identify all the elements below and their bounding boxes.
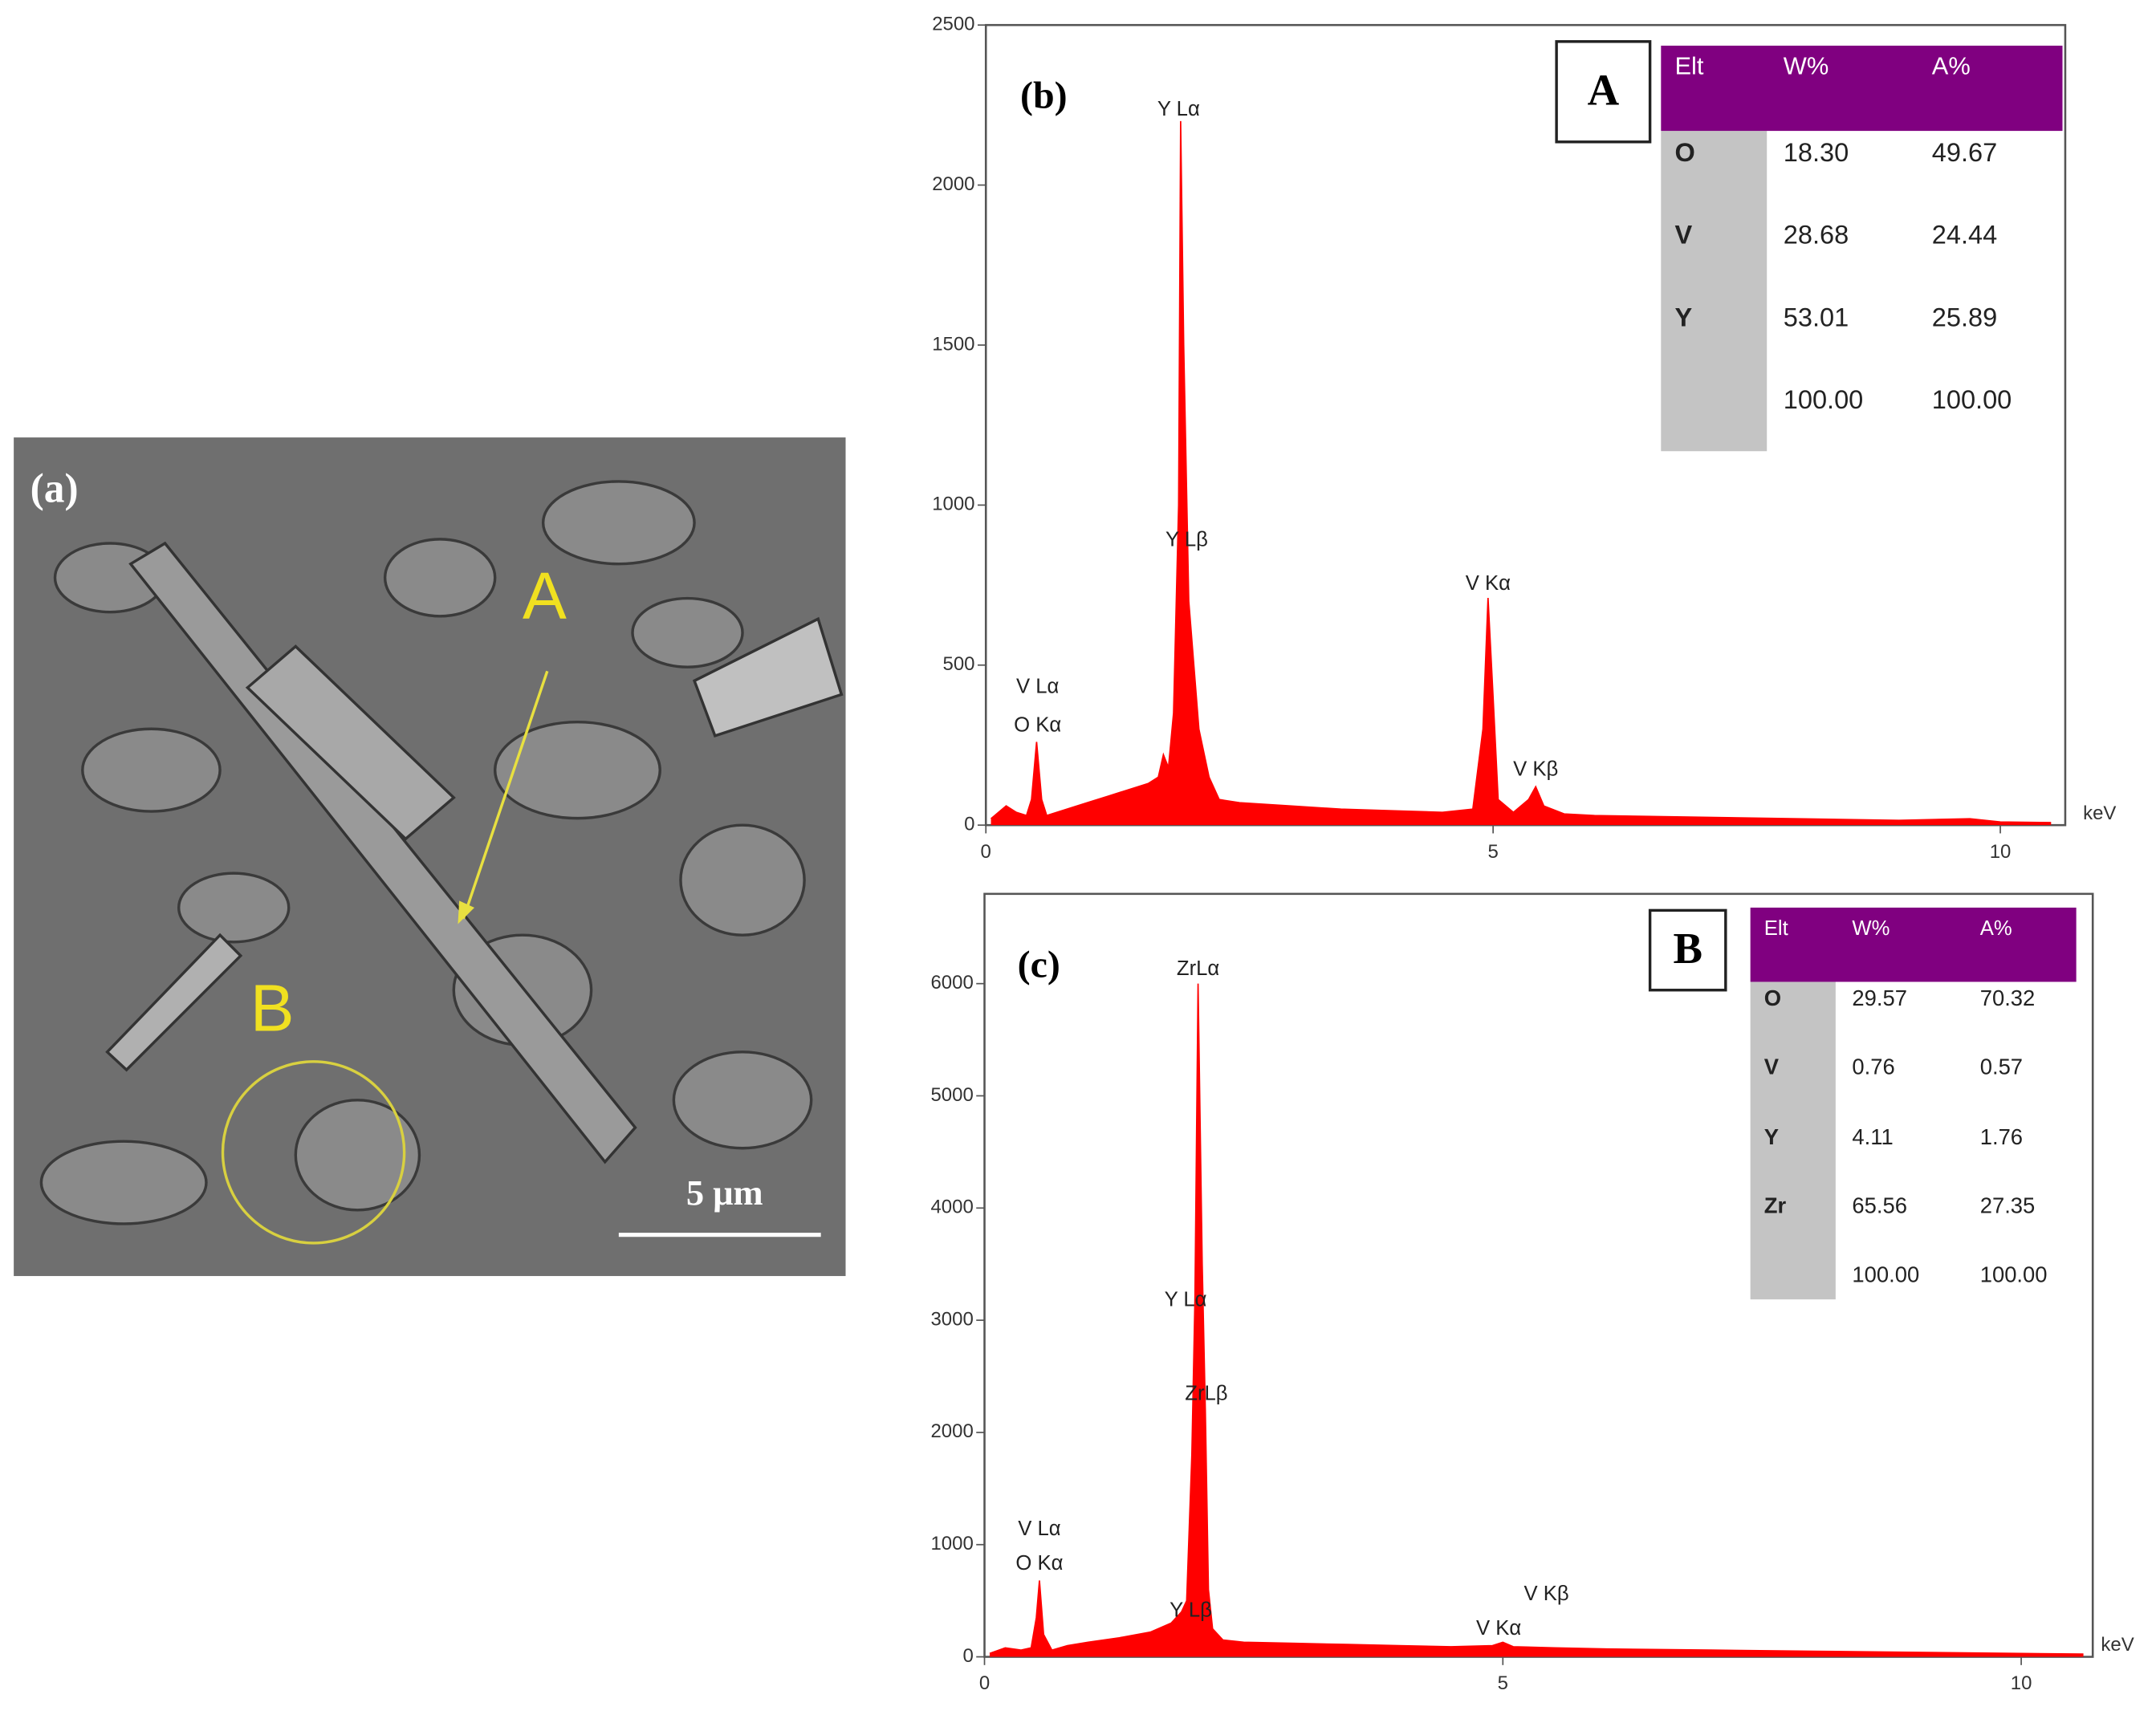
peak-label: Y Lα [1157,98,1200,120]
table-header-bg [1661,45,2063,132]
spectrum-chart: 0 1000 2000 3000 4000 5000 6000 0 5 10 keV (c) ZrLα Y… [930,892,2134,1694]
peak-label: V Kβ [1523,1583,1568,1605]
table-label-box [1648,908,1727,992]
table-cell: 4.11 [1852,1124,1893,1149]
peak-label: V Kβ [1513,758,1558,780]
table-cell: Y [1764,1124,1779,1149]
table-cell: 100.00 [1784,385,1864,414]
table-cell: V [1764,1055,1780,1079]
table-cell: 65.56 [1852,1193,1907,1218]
panel-label: (c) [1018,943,1060,985]
table-cell: 49.67 [1932,138,1997,167]
area-circle [221,1060,406,1245]
x-tick-label: 0 [981,841,991,863]
crystal [105,933,243,1072]
table-header: A% [1980,917,2012,940]
x-tick-label: 10 [1990,841,2012,863]
table-header: Elt [1674,51,1703,79]
table-label: B [1673,924,1702,973]
y-tick-label: 1000 [930,1533,973,1554]
peak-label: O Kα [1015,1552,1063,1575]
crystal [245,644,456,841]
peak-label: V Kα [1476,1617,1521,1640]
area-fill [991,120,2052,826]
table-header: Elt [1764,917,1788,940]
micrograph: (a) A B 5 μm [14,437,846,1277]
peak-label: ZrLβ [1185,1383,1227,1405]
peak-label: Y Lα [1165,1289,1207,1311]
y-tick-label: 1000 [932,494,974,515]
table-column-shade [1750,981,1836,1300]
y-tick-label: 500 [943,653,975,675]
table-header: W% [1784,51,1829,79]
y-tick-label: 2000 [930,1420,973,1442]
spectrum-line [990,120,2052,823]
area-fill [989,983,2084,1657]
table-cell: V [1674,221,1692,250]
table-cell: 70.32 [1980,985,2036,1010]
arrow [462,670,549,920]
table-cell: 0.57 [1980,1055,2023,1079]
table-cell: 28.68 [1784,221,1849,250]
marker-label: A [523,560,567,633]
peak-label: V Lα [1016,675,1060,697]
plot-frame [983,892,2094,1658]
y-tick-label: 0 [964,814,974,835]
table-cell: 24.44 [1932,221,1997,250]
table-cell: 25.89 [1932,303,1997,331]
table-header: A% [1932,51,1971,79]
table-column-shade [1661,131,1768,452]
y-tick-label: 5000 [930,1084,973,1106]
table-header: W% [1852,917,1890,940]
y-tick-label: 6000 [930,972,973,994]
y-tick-label: 1500 [932,333,974,355]
peak-label: ZrLα [1177,957,1220,980]
table-cell: O [1764,985,1781,1010]
y-tick-label: 4000 [930,1197,973,1218]
plot-frame [984,23,2067,827]
table-cell: 53.01 [1784,303,1849,331]
table-cell: 100.00 [1932,385,2012,414]
marker-label: B [250,973,295,1046]
y-tick-label: 3000 [930,1308,973,1330]
x-tick-label: 0 [979,1672,990,1694]
table-cell: 18.30 [1784,138,1849,167]
peak-label: Y Lβ [1165,528,1208,551]
table-cell: 29.57 [1852,985,1907,1010]
y-tick-label: 2500 [932,14,974,35]
panel-label: (a) [31,465,79,511]
y-tick-label: 0 [962,1645,973,1667]
table-cell: Y [1674,303,1692,331]
x-tick-label: 10 [2011,1672,2032,1694]
peak-label: V Kα [1466,572,1511,595]
scale-label: 5 μm [686,1172,763,1213]
arrow-head [458,900,474,924]
x-tick-label: 5 [1487,841,1498,863]
crystal [692,616,844,738]
x-axis-label: keV [2101,1634,2134,1656]
table-label-box [1555,40,1652,144]
table-cell: Zr [1764,1193,1787,1218]
peak-label: O Kα [1014,714,1061,737]
y-tick-label: 2000 [932,173,974,195]
x-tick-label: 5 [1498,1672,1508,1694]
table-cell: 0.76 [1852,1055,1894,1079]
table-label: A [1588,65,1620,114]
table-cell: 1.76 [1980,1124,2023,1149]
table-cell: O [1674,138,1694,167]
spectrum-line [989,983,2084,1655]
panel-label: (b) [1020,75,1068,117]
spectrum-chart: 0 500 1000 1500 2000 2500 0 5 10 keV (b) Y Lα Y Lβ V … [932,14,2116,863]
table-cell: 27.35 [1980,1193,2036,1218]
table-cell: 100.00 [1980,1262,2048,1286]
table-header-bg [1750,907,2077,982]
table-cell: 100.00 [1852,1262,1919,1286]
peak-label: Y Lβ [1170,1599,1212,1622]
x-axis-label: keV [2083,803,2116,824]
peak-label: V Lα [1018,1518,1061,1540]
